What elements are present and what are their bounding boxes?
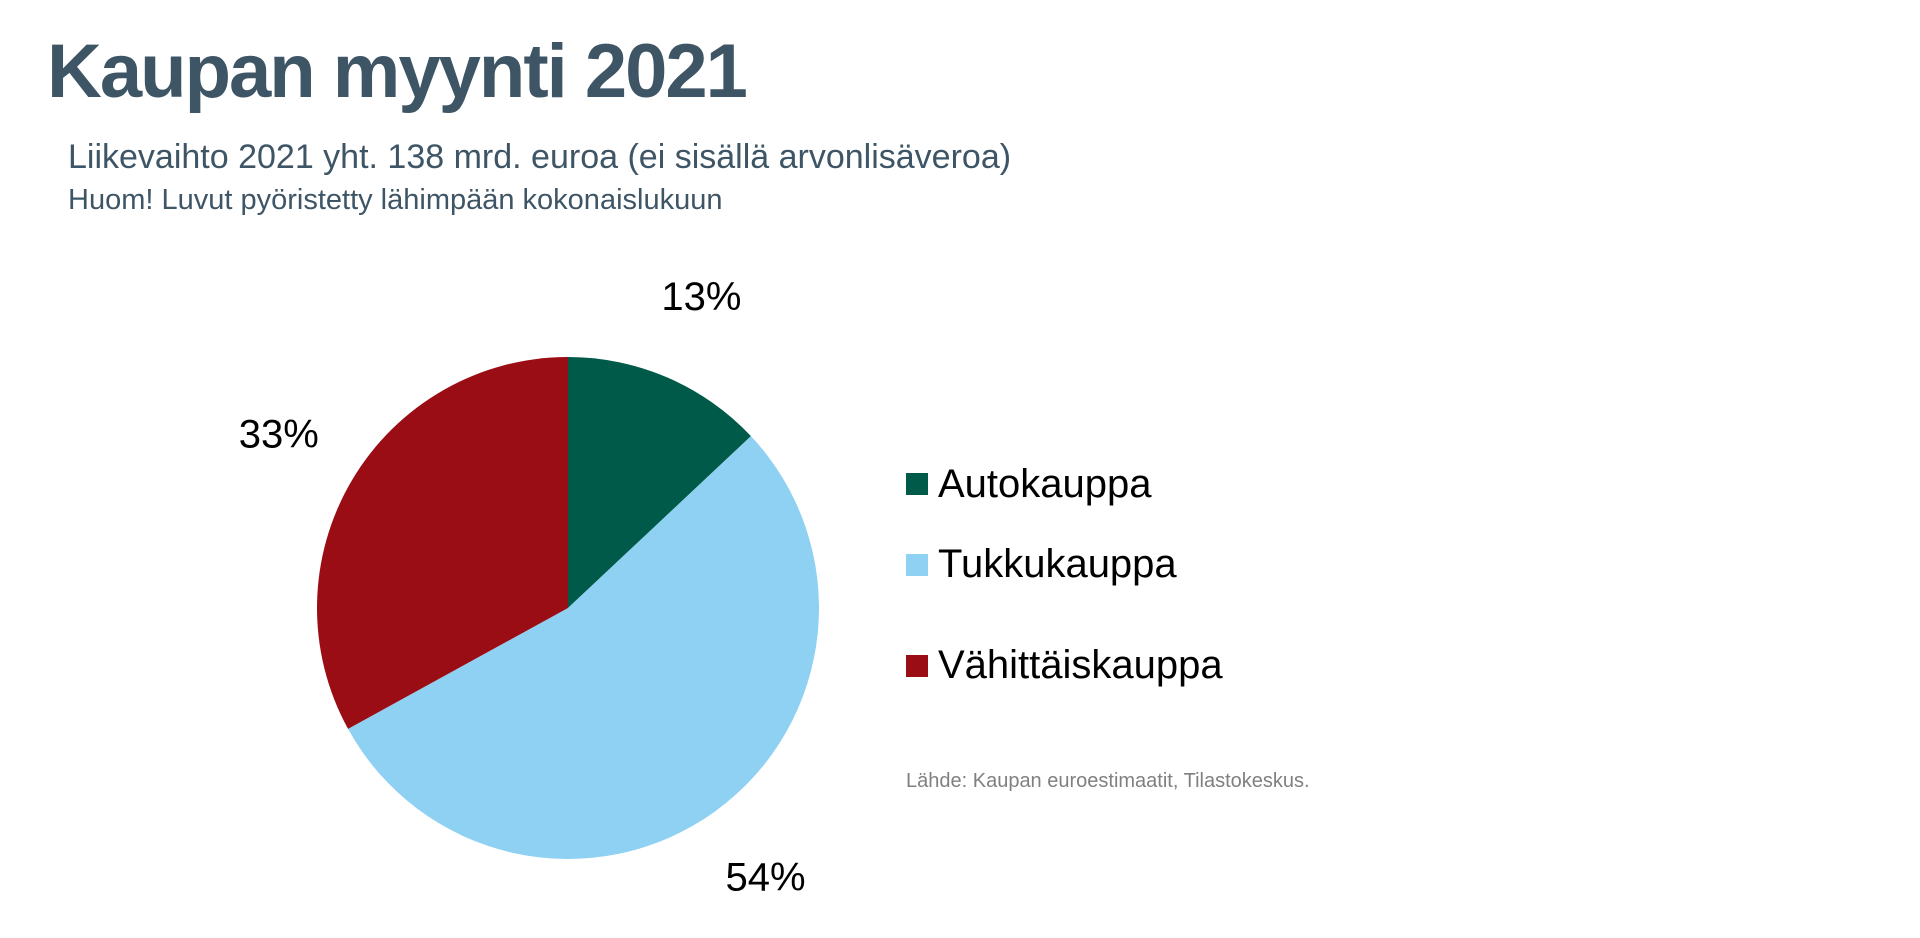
source-note: Lähde: Kaupan euroestimaatit, Tilastokes… bbox=[906, 770, 1310, 792]
legend-item-tukkukauppa: Tukkukauppa bbox=[906, 514, 1223, 615]
pie-label-tukkukauppa: 54% bbox=[725, 855, 805, 899]
pie-slice-autokauppa bbox=[568, 357, 751, 608]
legend-label-autokauppa: Autokauppa bbox=[938, 461, 1152, 506]
legend-swatch-autokauppa bbox=[906, 473, 928, 495]
pie-label-autokauppa: 13% bbox=[661, 275, 741, 319]
pie-slice-tukkukauppa bbox=[348, 436, 820, 860]
legend-swatch-vahittaiskauppa bbox=[906, 654, 928, 677]
legend-swatch-tukkukauppa bbox=[906, 553, 928, 576]
pie-slices bbox=[317, 357, 820, 860]
legend-item-vahittaiskauppa: Vähittäiskauppa bbox=[906, 615, 1223, 716]
chart-subtitle: Liikevaihto 2021 yht. 138 mrd. euroa (ei… bbox=[68, 138, 1012, 176]
pie-slice-vahittaiskauppa bbox=[317, 357, 568, 729]
legend-item-autokauppa: Autokauppa bbox=[906, 454, 1223, 514]
pie-data-labels: 13% 54% 33% bbox=[239, 275, 806, 899]
legend-label-vahittaiskauppa: Vähittäiskauppa bbox=[938, 643, 1223, 687]
legend-label-tukkukauppa: Tukkukauppa bbox=[938, 542, 1177, 586]
chart-legend: Autokauppa Tukkukauppa Vähittäiskauppa bbox=[906, 454, 1223, 716]
page-title: Kaupan myynti 2021 bbox=[47, 29, 748, 114]
pie-label-vahittaiskauppa: 33% bbox=[239, 413, 319, 457]
rounding-note: Huom! Luvut pyöristetty lähimpään kokona… bbox=[68, 184, 723, 216]
